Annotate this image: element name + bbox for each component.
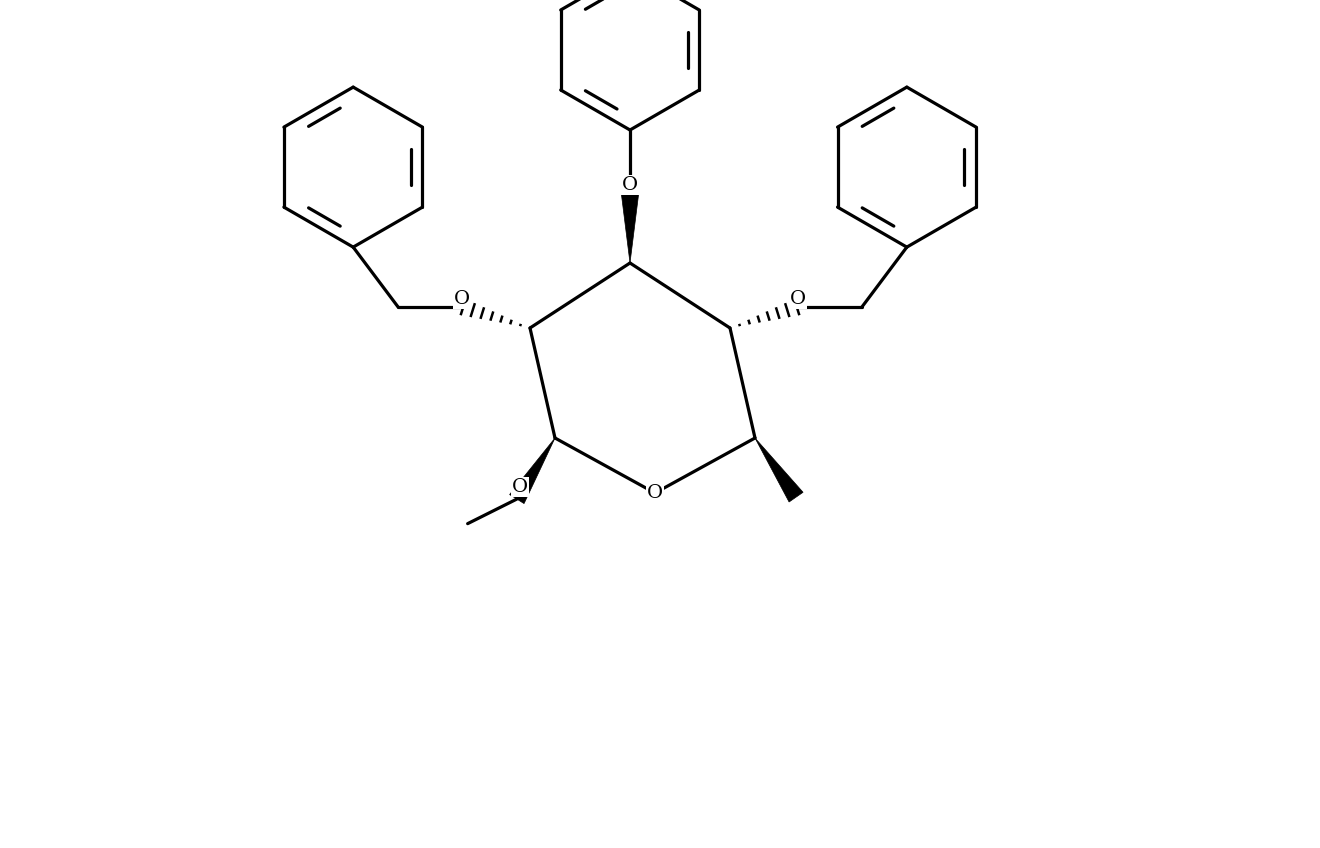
Polygon shape xyxy=(755,438,803,502)
Text: O: O xyxy=(622,176,638,194)
Text: O: O xyxy=(454,290,470,308)
Text: O: O xyxy=(789,290,807,308)
Text: O: O xyxy=(647,484,663,502)
Polygon shape xyxy=(622,195,639,263)
Text: O: O xyxy=(512,478,528,496)
Polygon shape xyxy=(510,438,554,504)
